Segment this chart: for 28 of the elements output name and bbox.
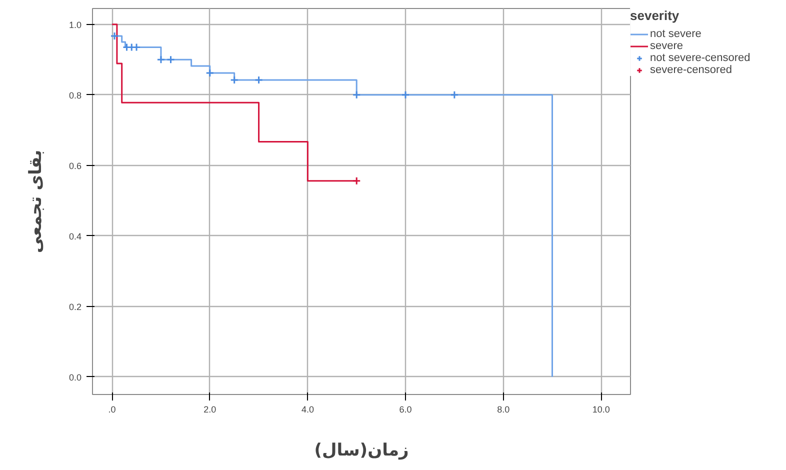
y-tick-label: 0.6: [68, 160, 82, 171]
point: [450, 90, 459, 100]
legend-label: not severe-censored: [650, 52, 750, 64]
x-tick-label: 4.0: [301, 404, 314, 414]
point: [230, 76, 239, 84]
y-tick-label: 0.4: [68, 231, 82, 242]
legend-title: severity: [630, 8, 680, 23]
y-tick-label: 0.8: [68, 90, 82, 100]
x-tick-label: 8.0: [497, 404, 510, 414]
legend-label: severe-censored: [650, 64, 732, 76]
point: [110, 32, 119, 40]
x-tick-label: 10.0: [592, 404, 610, 414]
point: [352, 90, 361, 100]
x-axis-title: زمان(سال): [314, 440, 409, 460]
y-axis-title: بقای تجمعی: [26, 150, 46, 254]
point: [254, 76, 264, 84]
y-tick-label: 1.0: [68, 20, 82, 30]
legend-label: not severe: [650, 28, 702, 40]
x-tick-label: .0: [108, 404, 116, 414]
y-tick-label: 0.0: [68, 372, 82, 382]
y-tick-label: 0.2: [68, 302, 82, 312]
x-tick-label: 6.0: [399, 404, 412, 414]
point: [156, 55, 166, 64]
x-tick-label: 2.0: [204, 404, 216, 414]
legend-label: severe: [650, 40, 684, 52]
point: [166, 55, 176, 64]
point: [401, 90, 410, 100]
point: [206, 68, 214, 78]
